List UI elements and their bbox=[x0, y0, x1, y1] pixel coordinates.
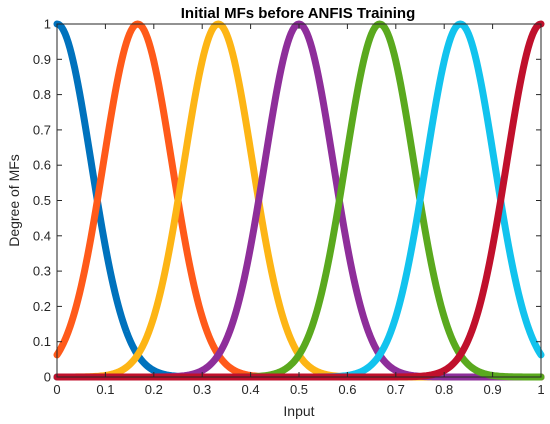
x-tick-label: 0.2 bbox=[145, 382, 163, 397]
x-axis-label: Input bbox=[283, 403, 314, 419]
chart-title: Initial MFs before ANFIS Training bbox=[181, 5, 415, 22]
y-tick-label: 0.7 bbox=[33, 122, 51, 137]
series-curves bbox=[53, 20, 545, 381]
y-tick-label: 0.3 bbox=[33, 264, 51, 279]
x-tick-label: 0.4 bbox=[242, 382, 260, 397]
y-axis-ticks: 0 0.1 0.2 0.3 0.4 0.5 0.6 0.7 0.8 0.9 1 bbox=[33, 17, 541, 385]
mf-curve-2 bbox=[53, 20, 545, 381]
x-tick-label: 0.6 bbox=[338, 382, 356, 397]
x-tick-label: 0.9 bbox=[484, 382, 502, 397]
mf-curve-4 bbox=[53, 20, 545, 381]
x-tick-label: 1 bbox=[537, 382, 544, 397]
x-tick-label: 0.3 bbox=[193, 382, 211, 397]
y-tick-label: 0.5 bbox=[33, 193, 51, 208]
mf-curve-3 bbox=[53, 20, 545, 381]
y-tick-label: 0.2 bbox=[33, 299, 51, 314]
y-axis-label: Degree of MFs bbox=[6, 154, 22, 247]
mf-curve-5 bbox=[53, 20, 545, 381]
y-tick-label: 0.6 bbox=[33, 158, 51, 173]
y-tick-label: 0 bbox=[44, 370, 51, 385]
y-tick-label: 0.4 bbox=[33, 228, 51, 243]
x-axis-ticks: 0 0.1 0.2 0.3 0.4 0.5 0.6 0.7 0.8 0.9 1 bbox=[53, 24, 545, 397]
x-tick-label: 0.5 bbox=[290, 382, 308, 397]
y-tick-label: 0.9 bbox=[33, 52, 51, 67]
y-tick-label: 0.1 bbox=[33, 334, 51, 349]
mf-curve-6 bbox=[53, 20, 545, 381]
mf-curve-1 bbox=[53, 20, 545, 381]
y-tick-label: 1 bbox=[44, 17, 51, 32]
x-tick-label: 0.8 bbox=[435, 382, 453, 397]
axes-box bbox=[56, 23, 542, 378]
x-tick-label: 0 bbox=[53, 382, 60, 397]
x-tick-label: 0.7 bbox=[387, 382, 405, 397]
x-tick-label: 0.1 bbox=[96, 382, 114, 397]
mf-curve-7 bbox=[53, 20, 545, 381]
y-tick-label: 0.8 bbox=[33, 87, 51, 102]
